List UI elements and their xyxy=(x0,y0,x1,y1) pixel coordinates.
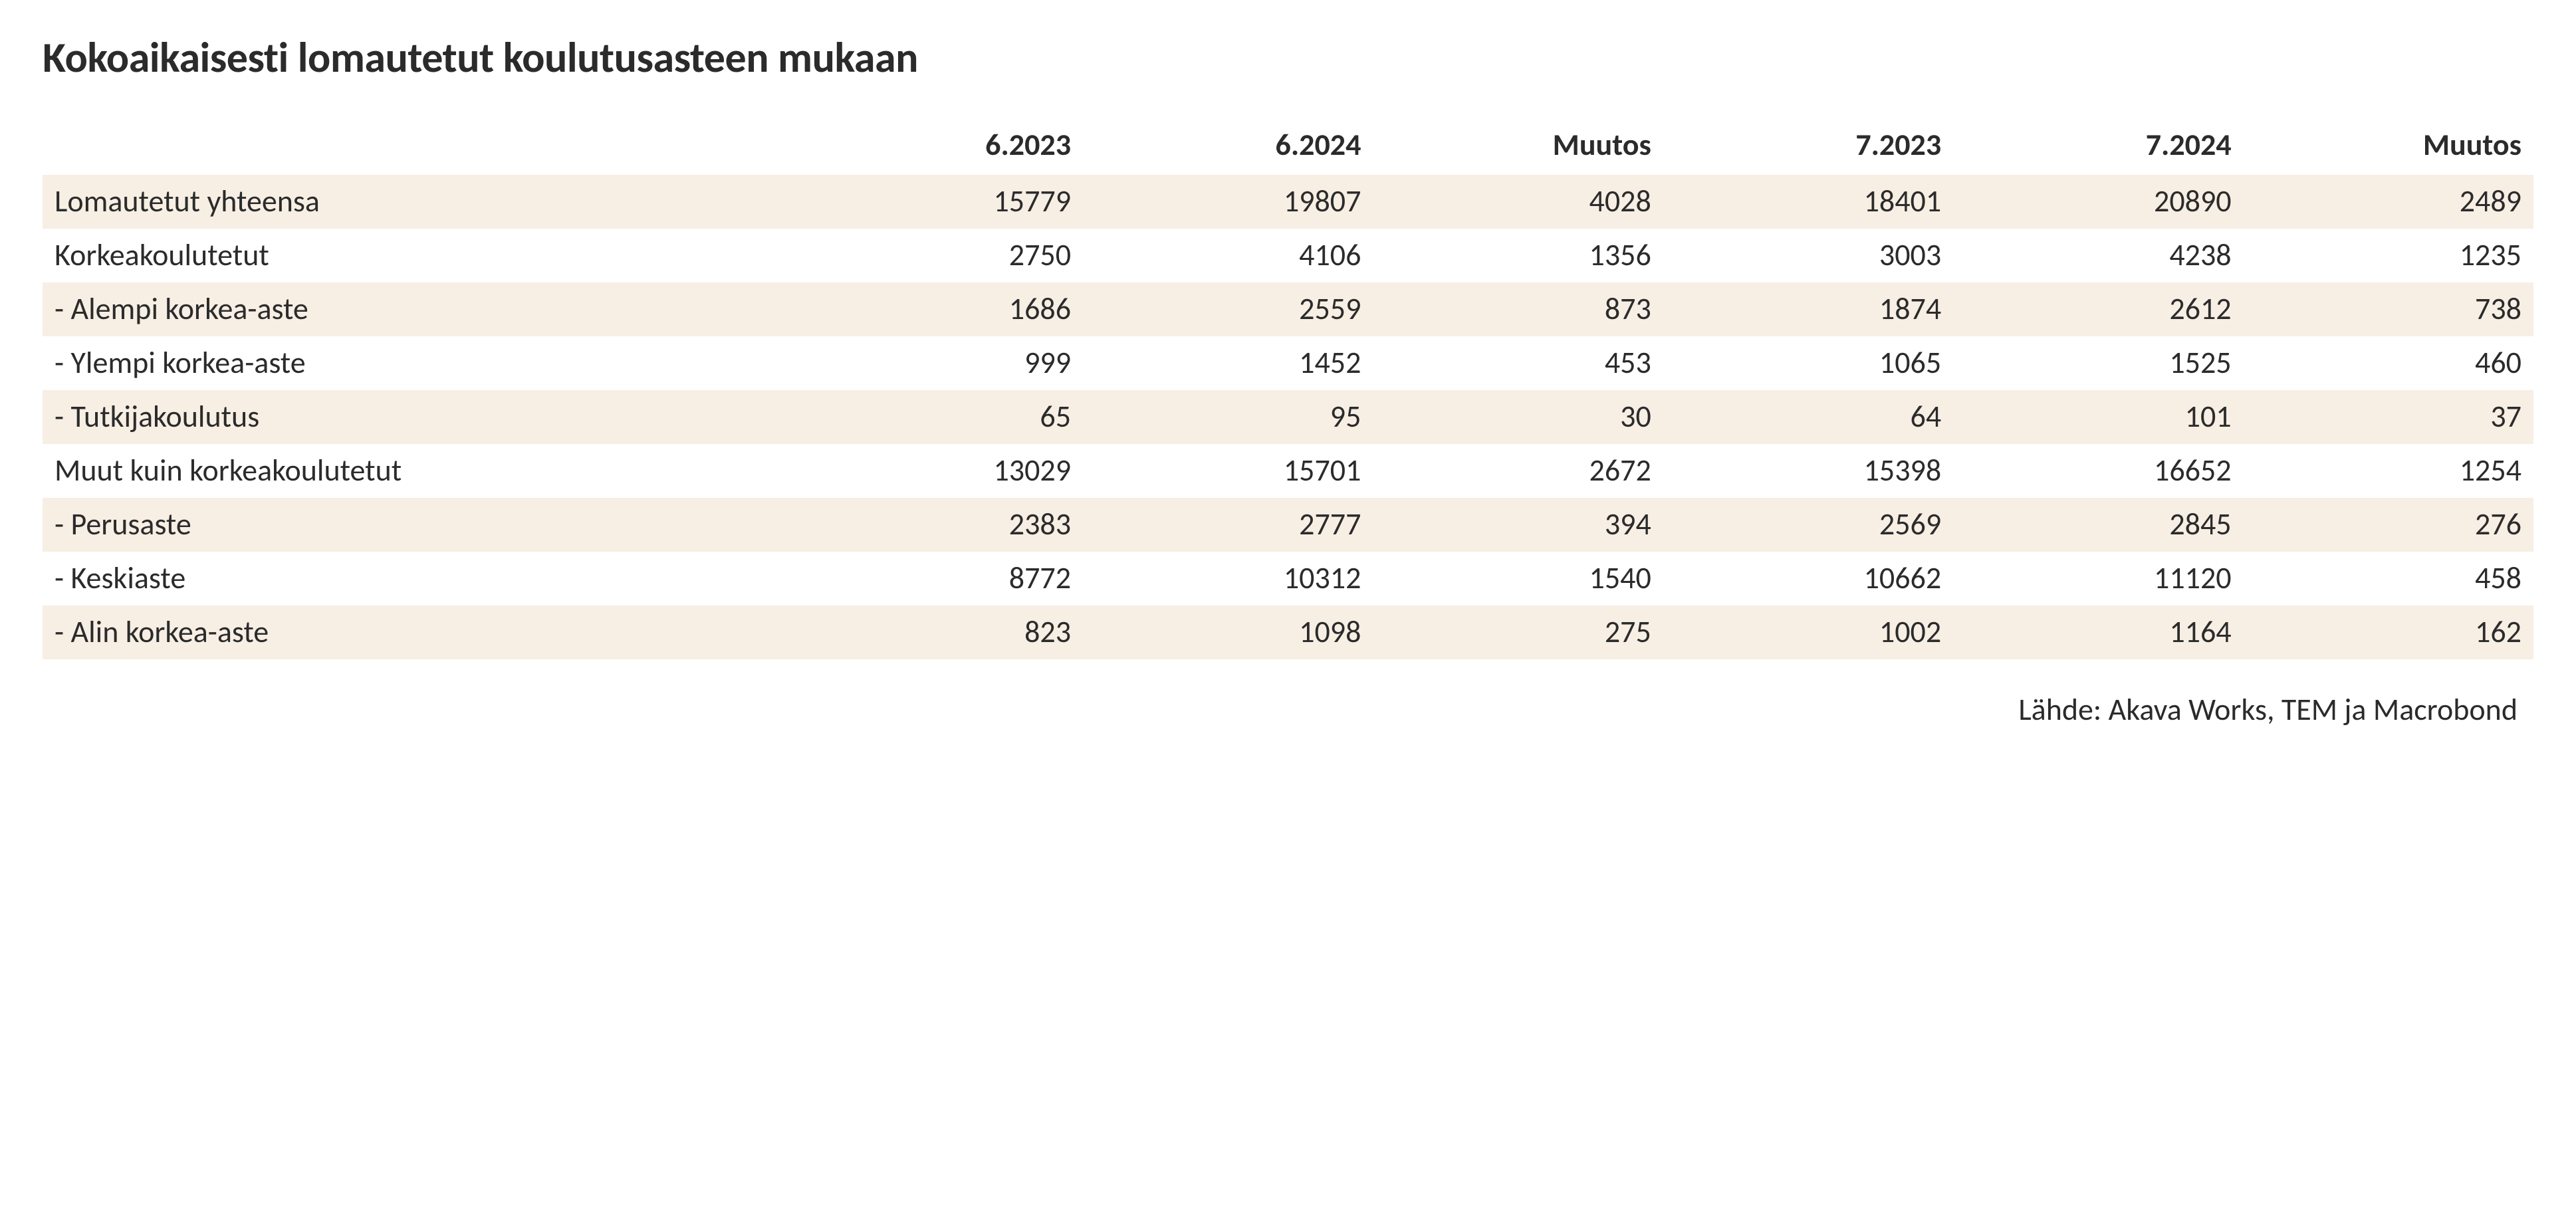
row-label: - Alin korkea-aste xyxy=(43,605,793,659)
row-value: 1235 xyxy=(2244,229,2533,282)
row-value: 95 xyxy=(1083,390,1373,444)
row-label: - Perusaste xyxy=(43,498,793,552)
header-col: Muutos xyxy=(1373,116,1663,175)
row-value: 873 xyxy=(1373,282,1663,336)
row-value: 1686 xyxy=(793,282,1083,336)
row-value: 15398 xyxy=(1663,444,1953,498)
header-col: 6.2024 xyxy=(1083,116,1373,175)
header-label-blank xyxy=(43,116,793,175)
page-title: Kokoaikaisesti lomautetut koulutusasteen… xyxy=(43,32,2533,84)
row-value: 458 xyxy=(2244,552,2533,605)
row-value: 1874 xyxy=(1663,282,1953,336)
table-row: - Alin korkea-aste823109827510021164162 xyxy=(43,605,2533,659)
row-value: 4106 xyxy=(1083,229,1373,282)
row-value: 999 xyxy=(793,336,1083,390)
row-label: - Ylempi korkea-aste xyxy=(43,336,793,390)
row-value: 460 xyxy=(2244,336,2533,390)
table-row: - Tutkijakoulutus6595306410137 xyxy=(43,390,2533,444)
row-value: 10312 xyxy=(1083,552,1373,605)
row-value: 19807 xyxy=(1083,175,1373,229)
row-value: 3003 xyxy=(1663,229,1953,282)
row-value: 101 xyxy=(1953,390,2243,444)
row-value: 30 xyxy=(1373,390,1663,444)
row-value: 738 xyxy=(2244,282,2533,336)
row-value: 276 xyxy=(2244,498,2533,552)
row-label: Lomautetut yhteensa xyxy=(43,175,793,229)
header-col: 7.2023 xyxy=(1663,116,1953,175)
row-value: 2569 xyxy=(1663,498,1953,552)
data-table: 6.2023 6.2024 Muutos 7.2023 7.2024 Muuto… xyxy=(43,116,2533,659)
row-value: 1065 xyxy=(1663,336,1953,390)
table-row: Lomautetut yhteensa157791980740281840120… xyxy=(43,175,2533,229)
row-value: 394 xyxy=(1373,498,1663,552)
row-value: 1254 xyxy=(2244,444,2533,498)
row-value: 11120 xyxy=(1953,552,2243,605)
row-value: 37 xyxy=(2244,390,2533,444)
row-value: 15779 xyxy=(793,175,1083,229)
row-value: 65 xyxy=(793,390,1083,444)
table-row: - Ylempi korkea-aste99914524531065152546… xyxy=(43,336,2533,390)
row-value: 20890 xyxy=(1953,175,2243,229)
table-body: Lomautetut yhteensa157791980740281840120… xyxy=(43,175,2533,659)
row-value: 10662 xyxy=(1663,552,1953,605)
header-col: 7.2024 xyxy=(1953,116,2243,175)
row-label: - Tutkijakoulutus xyxy=(43,390,793,444)
row-label: Korkeakoulutetut xyxy=(43,229,793,282)
row-value: 2612 xyxy=(1953,282,2243,336)
row-value: 18401 xyxy=(1663,175,1953,229)
row-value: 4238 xyxy=(1953,229,2243,282)
row-value: 453 xyxy=(1373,336,1663,390)
row-value: 15701 xyxy=(1083,444,1373,498)
row-label: - Keskiaste xyxy=(43,552,793,605)
table-row: - Alempi korkea-aste16862559873187426127… xyxy=(43,282,2533,336)
row-value: 16652 xyxy=(1953,444,2243,498)
row-value: 13029 xyxy=(793,444,1083,498)
row-value: 2750 xyxy=(793,229,1083,282)
table-row: Korkeakoulutetut275041061356300342381235 xyxy=(43,229,2533,282)
row-value: 275 xyxy=(1373,605,1663,659)
row-value: 4028 xyxy=(1373,175,1663,229)
row-value: 64 xyxy=(1663,390,1953,444)
row-value: 2489 xyxy=(2244,175,2533,229)
table-row: - Keskiaste87721031215401066211120458 xyxy=(43,552,2533,605)
row-value: 1452 xyxy=(1083,336,1373,390)
row-value: 2845 xyxy=(1953,498,2243,552)
row-value: 8772 xyxy=(793,552,1083,605)
row-value: 1540 xyxy=(1373,552,1663,605)
row-value: 1098 xyxy=(1083,605,1373,659)
row-value: 2672 xyxy=(1373,444,1663,498)
table-header: 6.2023 6.2024 Muutos 7.2023 7.2024 Muuto… xyxy=(43,116,2533,175)
source-attribution: Lähde: Akava Works, TEM ja Macrobond xyxy=(43,691,2533,728)
row-value: 823 xyxy=(793,605,1083,659)
page-container: Kokoaikaisesti lomautetut koulutusasteen… xyxy=(0,0,2576,760)
header-col: 6.2023 xyxy=(793,116,1083,175)
table-row: Muut kuin korkeakoulutetut13029157012672… xyxy=(43,444,2533,498)
row-label: - Alempi korkea-aste xyxy=(43,282,793,336)
row-value: 2777 xyxy=(1083,498,1373,552)
row-label: Muut kuin korkeakoulutetut xyxy=(43,444,793,498)
header-col: Muutos xyxy=(2244,116,2533,175)
row-value: 1525 xyxy=(1953,336,2243,390)
row-value: 2559 xyxy=(1083,282,1373,336)
row-value: 162 xyxy=(2244,605,2533,659)
row-value: 1164 xyxy=(1953,605,2243,659)
row-value: 1356 xyxy=(1373,229,1663,282)
row-value: 1002 xyxy=(1663,605,1953,659)
row-value: 2383 xyxy=(793,498,1083,552)
table-row: - Perusaste2383277739425692845276 xyxy=(43,498,2533,552)
